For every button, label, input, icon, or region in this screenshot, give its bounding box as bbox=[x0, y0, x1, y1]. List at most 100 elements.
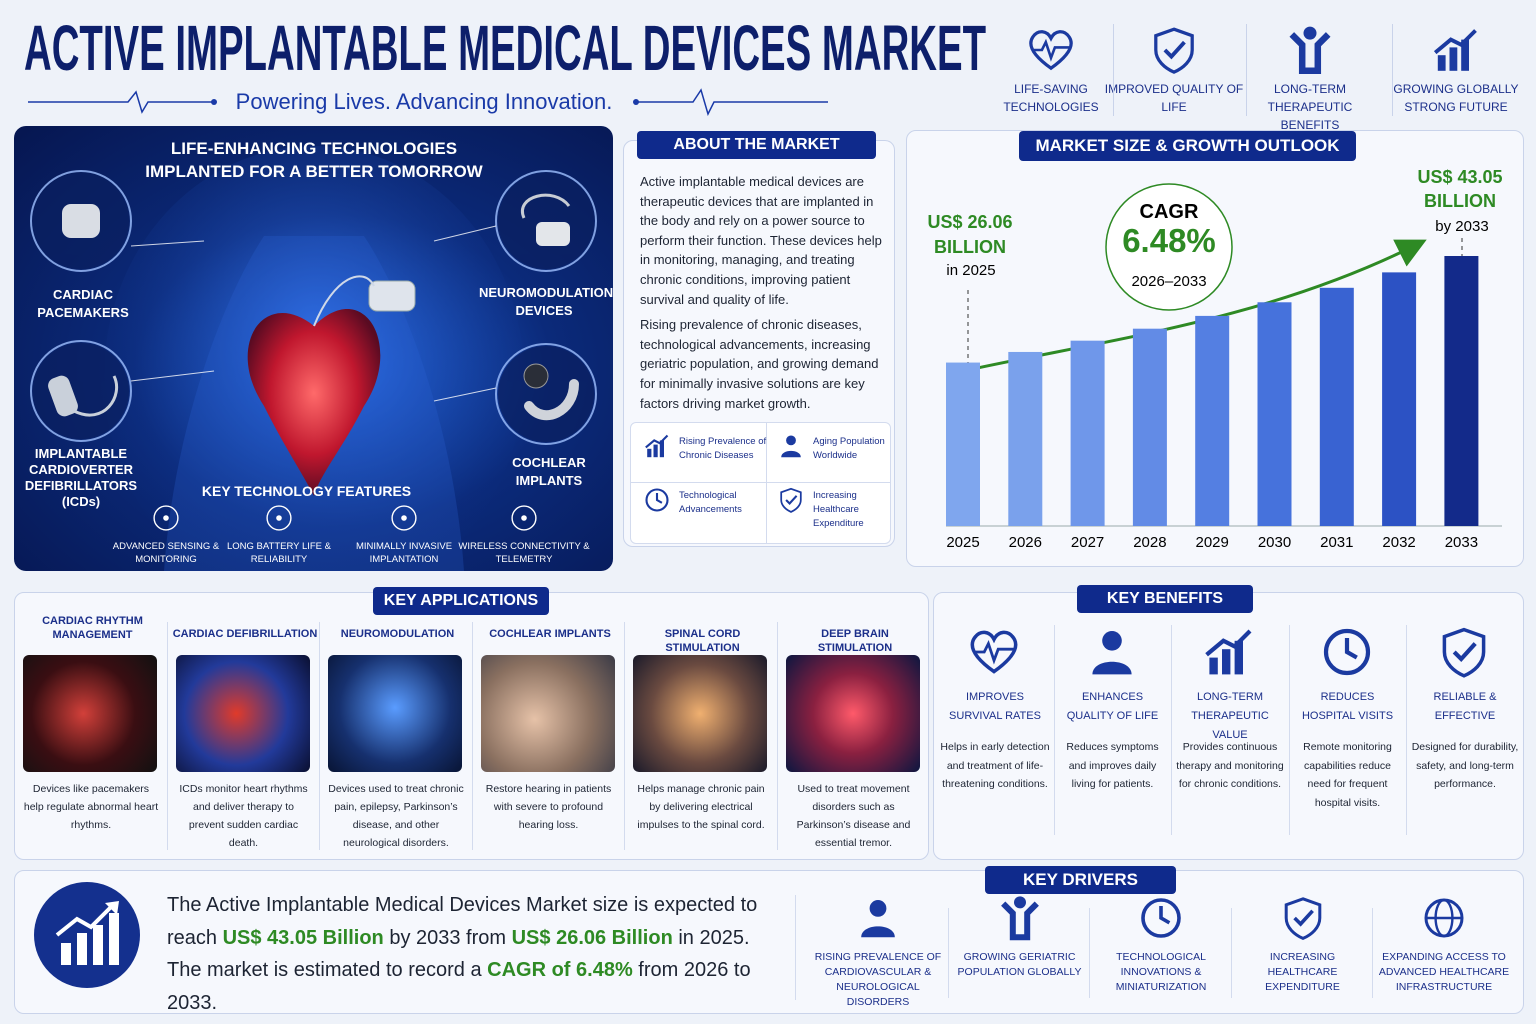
tagline: Powering Lives. Advancing Innovation. bbox=[235, 89, 613, 114]
divider bbox=[1230, 908, 1232, 998]
icon-shape bbox=[153, 505, 179, 531]
bar bbox=[1008, 351, 1043, 526]
driver-icon bbox=[1141, 898, 1181, 938]
divider bbox=[166, 622, 168, 850]
application-image bbox=[23, 655, 157, 772]
divider bbox=[624, 622, 625, 850]
icon-shape bbox=[645, 434, 669, 449]
icon-shape bbox=[1101, 631, 1122, 651]
driver-label: EXPANDING ACCESS TO ADVANCED HEALTHCARE … bbox=[1378, 951, 1510, 993]
feature-icon bbox=[511, 505, 537, 531]
icon-shape bbox=[521, 515, 527, 521]
factor-label: Increasing Healthcare Expenditure bbox=[813, 490, 864, 529]
drivers-title: KEY DRIVERS bbox=[985, 866, 1176, 894]
badge-label: LIFE-SAVING TECHNOLOGIES bbox=[1003, 82, 1099, 114]
hero-panel: LIFE-ENHANCING TECHNOLOGIES IMPLANTED FO… bbox=[14, 126, 613, 571]
benefit-desc: Provides continuous therapy and monitori… bbox=[1176, 741, 1284, 790]
summary-highlight: US$ 26.06 Billion bbox=[511, 926, 673, 949]
icon-shape bbox=[785, 495, 798, 506]
driver-icon bbox=[1424, 898, 1464, 938]
benefit-name: REDUCES HOSPITAL VISITS bbox=[1301, 691, 1394, 722]
applications-title: KEY APPLICATIONS bbox=[373, 587, 549, 615]
summary-part: The Active Implantable Medical Devices M… bbox=[167, 894, 763, 949]
x-tick-label: 2026 bbox=[1009, 534, 1042, 551]
cagr-label: CAGR bbox=[1140, 201, 1199, 223]
factor-label: Aging Population Worldwide bbox=[813, 436, 885, 461]
driver-label: INCREASING HEALTHCARE EXPENDITURE bbox=[1265, 951, 1340, 993]
factors-box bbox=[630, 422, 891, 544]
badge-icon bbox=[1029, 30, 1073, 71]
x-tick-label: 2029 bbox=[1196, 534, 1229, 551]
bar bbox=[1257, 302, 1292, 526]
cagr-circle bbox=[1105, 183, 1233, 311]
divider bbox=[631, 482, 890, 483]
icon-shape bbox=[1141, 898, 1181, 938]
driver-icon bbox=[861, 900, 895, 938]
bar bbox=[946, 362, 980, 526]
feature-label: LONG BATTERY LIFE & RELIABILITY bbox=[226, 541, 331, 565]
benefit-icon bbox=[1091, 631, 1132, 675]
badge-label: LONG-TERM THERAPEUTIC BENEFITS bbox=[1267, 82, 1353, 132]
title-svg: ACTIVE IMPLANTABLE MEDICAL DEVICES MARKE… bbox=[24, 12, 986, 80]
icon-shape bbox=[1303, 26, 1317, 40]
icon-shape bbox=[1323, 628, 1370, 676]
divider bbox=[1171, 625, 1172, 835]
icon-shape bbox=[653, 444, 658, 458]
driver-icon bbox=[1000, 896, 1039, 941]
driver-label: RISING PREVALENCE OF CARDIOVASCULAR & NE… bbox=[814, 951, 942, 1008]
chart-title: MARKET SIZE & GROWTH OUTLOOK bbox=[1019, 131, 1356, 161]
factor-icon bbox=[780, 487, 802, 513]
divider bbox=[1288, 625, 1290, 835]
summary-text: The Active Implantable Medical Devices M… bbox=[167, 889, 777, 1019]
benefit-name: RELIABLE & EFFECTIVE bbox=[1433, 691, 1497, 722]
summary-part: in 2025. The market is estimated to reco… bbox=[167, 926, 755, 982]
application-desc: Devices used to treat chronic pain, epil… bbox=[328, 783, 464, 849]
summary-highlight: CAGR of 6.48% bbox=[487, 959, 633, 981]
x-tick-label: 2025 bbox=[946, 534, 979, 551]
icon-shape bbox=[655, 493, 663, 504]
benefit-icon bbox=[1442, 627, 1486, 678]
value-label: US$ 43.05 BILLION bbox=[1417, 167, 1503, 211]
factor-icon bbox=[645, 434, 669, 458]
bar bbox=[1132, 328, 1167, 526]
icon-shape bbox=[163, 515, 169, 521]
icon-shape bbox=[1222, 649, 1231, 675]
application-desc: Used to treat movement disorders such as… bbox=[796, 783, 911, 849]
about-paragraph: Active implantable medical devices are t… bbox=[640, 174, 882, 307]
summary-highlight: US$ 43.05 Billion bbox=[222, 926, 384, 949]
bar bbox=[1070, 340, 1105, 526]
value-label: US$ 26.06 BILLION bbox=[927, 212, 1013, 257]
application-image bbox=[480, 655, 615, 772]
icon-shape bbox=[1234, 640, 1243, 675]
summary-part: by 2033 from bbox=[383, 926, 512, 949]
icon-shape bbox=[970, 630, 1018, 674]
icon-shape bbox=[1159, 906, 1171, 925]
divider bbox=[1372, 908, 1373, 998]
icon-shape bbox=[1292, 909, 1314, 927]
benefits-box bbox=[933, 592, 1524, 860]
icon-shape bbox=[1013, 896, 1026, 909]
x-tick-label: 2033 bbox=[1445, 534, 1478, 551]
bar bbox=[1195, 315, 1230, 526]
benefit-desc: Reduces symptoms and improves daily livi… bbox=[1066, 741, 1159, 790]
icon-shape bbox=[1452, 642, 1477, 663]
icon-shape bbox=[276, 515, 282, 521]
application-name: CARDIAC RHYTHM MANAGEMENT bbox=[42, 615, 143, 641]
icon-shape bbox=[780, 487, 802, 513]
divider bbox=[947, 908, 949, 998]
icon-shape bbox=[1284, 897, 1321, 941]
icon-shape bbox=[511, 505, 537, 531]
divider bbox=[766, 423, 767, 543]
application-desc: Devices like pacemakers help regulate ab… bbox=[23, 783, 159, 831]
icon-shape bbox=[401, 515, 407, 521]
badge-icon bbox=[1433, 29, 1477, 71]
divider bbox=[1246, 24, 1247, 116]
icon-shape bbox=[869, 900, 887, 917]
benefit-desc: Helps in early detection and treatment o… bbox=[940, 741, 1050, 790]
icon-shape bbox=[781, 450, 801, 458]
application-desc: ICDs monitor heart rhythms and deliver t… bbox=[179, 783, 308, 849]
bar bbox=[1444, 256, 1479, 526]
factor-label: Rising Prevalence of Chronic Diseases bbox=[679, 436, 767, 461]
about-title: ABOUT THE MARKET bbox=[637, 131, 876, 159]
icon-shape bbox=[659, 440, 664, 458]
